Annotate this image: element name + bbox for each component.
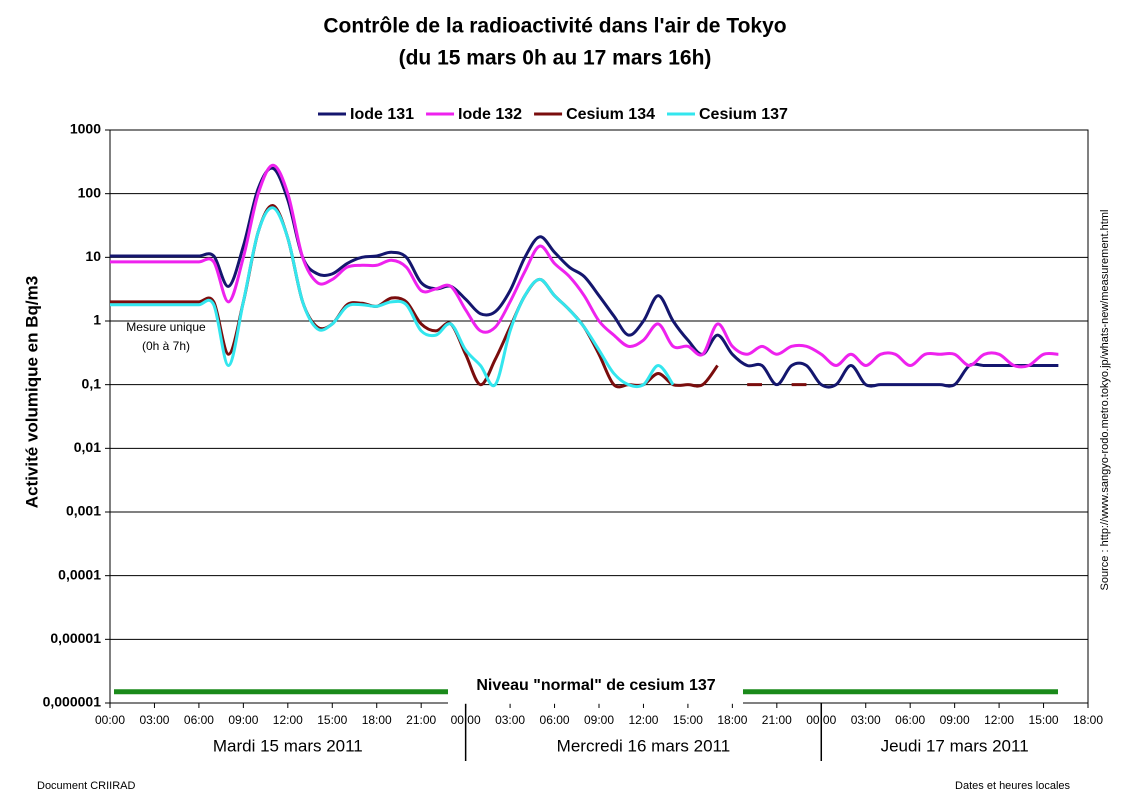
chart-subtitle: (du 15 mars 0h au 17 mars 16h) bbox=[399, 47, 712, 70]
x-tick-label: 15:00 bbox=[1029, 713, 1059, 727]
x-tick-label: 12:00 bbox=[628, 713, 658, 727]
x-tick-label: 06:00 bbox=[540, 713, 570, 727]
x-tick-label: 12:00 bbox=[984, 713, 1014, 727]
x-tick-label: 06:00 bbox=[895, 713, 925, 727]
footer-left: Document CRIIRAD bbox=[37, 780, 135, 792]
x-tick-label: 18:00 bbox=[1073, 713, 1103, 727]
x-tick-label: 03:00 bbox=[139, 713, 169, 727]
series-line bbox=[110, 204, 807, 389]
x-tick-label: 21:00 bbox=[406, 713, 436, 727]
y-tick-label: 0,01 bbox=[74, 439, 101, 455]
footer-right: Dates et heures locales bbox=[955, 780, 1070, 792]
y-tick-label: 0,00001 bbox=[50, 630, 101, 646]
x-tick-label: 15:00 bbox=[673, 713, 703, 727]
y-tick-label: 10 bbox=[85, 248, 101, 264]
x-tick-label: 09:00 bbox=[940, 713, 970, 727]
y-tick-label: 0,1 bbox=[82, 375, 102, 391]
day-label: Mardi 15 mars 2011 bbox=[213, 736, 363, 755]
annotation: (0h à 7h) bbox=[142, 339, 190, 353]
x-tick-label: 12:00 bbox=[273, 713, 303, 727]
series-line bbox=[109, 163, 1059, 369]
series-line bbox=[110, 206, 675, 389]
annotation: Mesure unique bbox=[126, 320, 206, 334]
y-tick-label: 0,001 bbox=[66, 503, 101, 519]
x-tick-label: 21:00 bbox=[762, 713, 792, 727]
normal-label-bg bbox=[448, 679, 743, 704]
y-tick-label: 0,000001 bbox=[43, 694, 102, 710]
x-tick-label: 09:00 bbox=[228, 713, 258, 727]
y-tick-label: 1 bbox=[93, 312, 101, 328]
x-tick-label: 06:00 bbox=[184, 713, 214, 727]
day-label: Jeudi 17 mars 2011 bbox=[881, 736, 1029, 755]
x-tick-label: 03:00 bbox=[495, 713, 525, 727]
x-tick-label: 00:00 bbox=[95, 713, 125, 727]
legend-label: Iode 131 bbox=[350, 106, 414, 123]
x-tick-label: 03:00 bbox=[851, 713, 881, 727]
legend-label: Cesium 134 bbox=[566, 106, 655, 123]
series-line bbox=[109, 166, 1059, 389]
legend-label: Iode 132 bbox=[458, 106, 522, 123]
y-axis-label: Activité volumique en Bq/m3 bbox=[22, 276, 41, 508]
chart-title: Contrôle de la radioactivité dans l'air … bbox=[323, 15, 786, 38]
y-tick-label: 100 bbox=[78, 184, 102, 200]
x-tick-label: 15:00 bbox=[317, 713, 347, 727]
y-tick-label: 0,0001 bbox=[58, 566, 101, 582]
x-tick-label: 18:00 bbox=[717, 713, 747, 727]
normal-level-label: Niveau "normal" de cesium 137 bbox=[476, 677, 715, 694]
y-tick-label: 1000 bbox=[70, 121, 101, 137]
day-label: Mercredi 16 mars 2011 bbox=[557, 736, 731, 755]
plot-frame bbox=[109, 129, 1089, 704]
source: Source : http://www.sangyo-rodo.metro.to… bbox=[1099, 210, 1111, 591]
legend-label: Cesium 137 bbox=[699, 106, 788, 123]
x-tick-label: 09:00 bbox=[584, 713, 614, 727]
x-tick-label: 18:00 bbox=[362, 713, 392, 727]
